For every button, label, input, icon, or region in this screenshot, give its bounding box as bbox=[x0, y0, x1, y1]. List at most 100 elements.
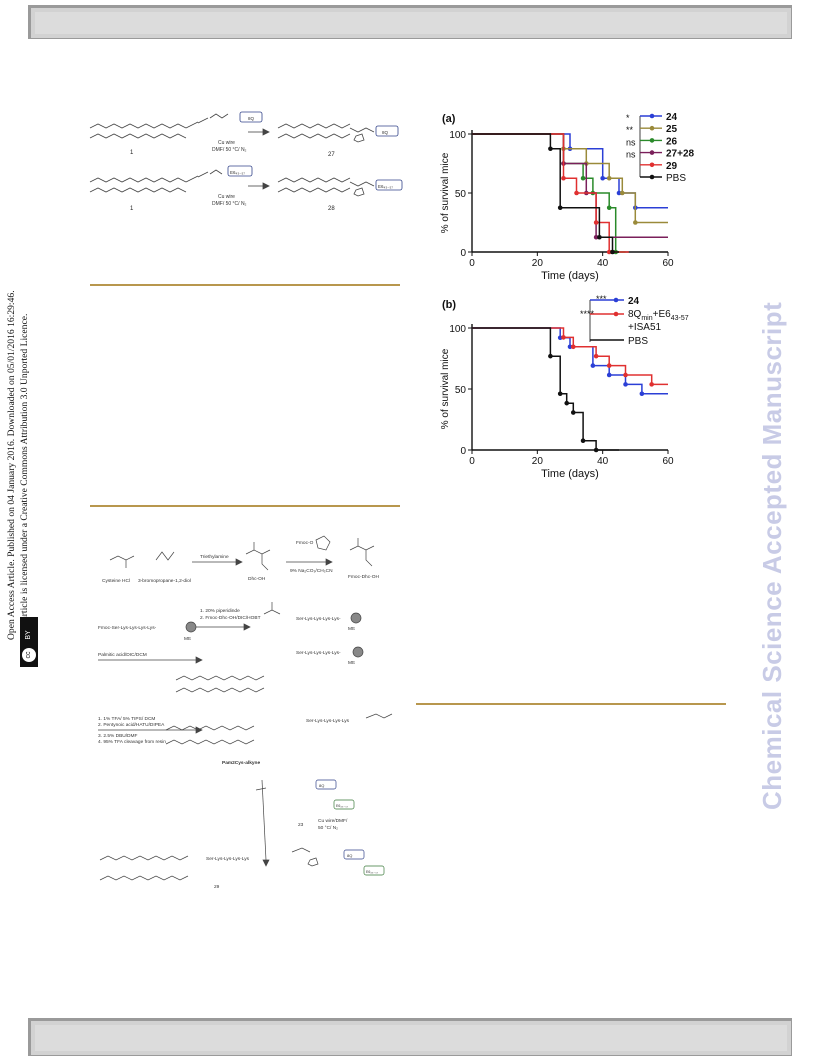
survival-chart-b-svg: (b) 0 50 100 0 20 40 60 Time (days) % of survival… bbox=[440, 294, 689, 480]
cc-icon: cc bbox=[22, 648, 36, 662]
conditions-2: DMF/ 50 °C/ N₂ bbox=[212, 201, 247, 207]
series-point-3 bbox=[593, 234, 599, 240]
tag-e6-product: E6₄₃₋₅₇ bbox=[378, 184, 393, 189]
series-point-5 bbox=[548, 146, 553, 152]
legend-label-5: PBS bbox=[666, 173, 686, 184]
series-point-2 bbox=[580, 438, 586, 444]
series-point-1 bbox=[606, 175, 612, 181]
y-axis-label: % of survival mice bbox=[440, 152, 451, 233]
series-point-0 bbox=[567, 344, 573, 350]
legend-label-e6: +E6 bbox=[653, 309, 672, 320]
legend-marker-5 bbox=[649, 174, 655, 180]
series-point-1 bbox=[649, 382, 654, 387]
series-point-0 bbox=[600, 175, 605, 181]
x-tick-label: 40 bbox=[597, 258, 609, 269]
cc-by-badge[interactable]: BY cc bbox=[20, 617, 38, 667]
series-point-2 bbox=[570, 410, 576, 415]
y-tick-label: 50 bbox=[455, 189, 467, 200]
legend-label-1: 25 bbox=[666, 124, 678, 135]
cysteine-label: Cysteine HCl bbox=[102, 578, 130, 584]
compound-1-label-b: 1 bbox=[130, 206, 134, 212]
survival-chart-a: (a) 0 50 100 0 20 40 60 Time (days) % of survival… bbox=[430, 104, 720, 288]
series-point-0 bbox=[616, 190, 622, 196]
y-tick-label: 100 bbox=[449, 130, 466, 141]
significance-label-1: ** bbox=[626, 125, 634, 135]
mtt-label-1: Mtt bbox=[184, 636, 191, 642]
legend-marker-0 bbox=[613, 297, 619, 303]
y-tick-label: 50 bbox=[455, 385, 467, 396]
x-tick-label: 60 bbox=[662, 456, 674, 467]
step2c-label: 3. 2.5% DBU/DMF bbox=[98, 733, 138, 739]
reagent-cu-wire-1: Cu wire bbox=[218, 140, 235, 146]
section-rule-2 bbox=[90, 505, 400, 507]
series-point-1 bbox=[623, 372, 628, 378]
y-axis-label: % of survival mice bbox=[440, 348, 451, 429]
series-point-2 bbox=[606, 205, 612, 211]
compound-27-label: 27 bbox=[328, 152, 335, 158]
na2co3-conditions: 9% Na₂CO₃/CH₃CN bbox=[290, 568, 333, 574]
triethylamine-label: Triethylamine bbox=[200, 554, 229, 560]
series-point-1 bbox=[561, 335, 566, 340]
fmoc-dhc-oh-label: Fmoc-Dhc-OH bbox=[348, 574, 379, 580]
legend-sub-43-57: 43-57 bbox=[671, 315, 689, 322]
step1b-label: 2. Fmoc-Dhc-OH/DIC/HOBT bbox=[200, 615, 261, 621]
tag-8q-29: 8Q bbox=[347, 853, 352, 858]
license-line-1: Open Access Article. Published on 04 Jan… bbox=[6, 290, 17, 640]
legend-marker-1 bbox=[649, 125, 655, 131]
legend-label-8q: 8Qmin+E643-57 bbox=[628, 309, 689, 322]
series-point-4 bbox=[574, 190, 579, 196]
cc-by-label: BY bbox=[25, 630, 32, 640]
sequence-2b-label: Ser-Lys-Lys-Lys-Lys- bbox=[296, 650, 341, 656]
mtt-label-2: Mtt bbox=[348, 626, 355, 632]
survival-chart-b: (b) 0 50 100 0 20 40 60 Time (days) % of survival… bbox=[430, 290, 720, 486]
reagent-cu-wire-2: Cu wire bbox=[218, 194, 235, 200]
series-point-4 bbox=[561, 175, 566, 181]
series-point-0 bbox=[639, 391, 645, 397]
series-point-1 bbox=[633, 220, 638, 225]
license-line-2[interactable]: This article is licensed under a Creativ… bbox=[18, 313, 30, 640]
series-point-5 bbox=[557, 205, 563, 211]
series-point-1 bbox=[570, 344, 576, 350]
significance-label-1: **** bbox=[580, 309, 595, 319]
legend-marker-1 bbox=[613, 311, 619, 317]
sequence-3-label: Ser-Lys-Lys-Lys-Lys bbox=[306, 718, 350, 724]
tag-8q-23: 8Q bbox=[319, 783, 324, 788]
dhc-oh-label: Dhc-OH bbox=[248, 576, 266, 582]
compound-29-label: 29 bbox=[214, 884, 220, 890]
pam2cys-alkyne-label: Pam2Cys-alkyne bbox=[222, 760, 260, 766]
significance-label-3: ns bbox=[626, 150, 636, 160]
scheme-pam2cys-synthesis: Cysteine HCl 3-bromopropane-1,2-diol Tri… bbox=[98, 535, 393, 890]
x-tick-label: 40 bbox=[597, 456, 609, 467]
tag-e6-29: E6₄₃₋₅₇ bbox=[366, 870, 379, 874]
series-point-0 bbox=[623, 382, 628, 387]
x-axis-label: Time (days) bbox=[541, 468, 599, 480]
cu-wire-dmf-label: Cu wire/DMF/ bbox=[318, 818, 348, 824]
compound-23-label: 23 bbox=[298, 822, 304, 828]
legend-label-4: 29 bbox=[666, 161, 678, 172]
series-point-4 bbox=[606, 249, 612, 255]
section-rule-1 bbox=[90, 284, 400, 286]
series-line-5 bbox=[472, 133, 619, 253]
legend-label-2: 26 bbox=[666, 136, 678, 147]
tag-8q-product: 8Q bbox=[382, 130, 389, 135]
mtt-label-3: Mtt bbox=[348, 660, 355, 666]
legend-label-0: 24 bbox=[666, 112, 678, 123]
series-point-2 bbox=[557, 391, 563, 397]
tag-8q-reagent: 8Q bbox=[248, 116, 255, 121]
compound-28-label: 28 bbox=[328, 206, 335, 212]
compound-1-label-a: 1 bbox=[130, 150, 134, 156]
series-point-5 bbox=[610, 249, 615, 255]
page-footer-band bbox=[28, 1018, 792, 1056]
header-band-inner bbox=[35, 12, 787, 34]
series-line-2 bbox=[472, 327, 619, 451]
panel-label: (a) bbox=[442, 113, 456, 125]
series-point-1 bbox=[593, 353, 599, 359]
series-point-2 bbox=[580, 175, 586, 181]
series-point-4 bbox=[593, 220, 599, 225]
x-axis-label: Time (days) bbox=[541, 270, 599, 282]
series-point-1 bbox=[606, 363, 612, 368]
cu-wire-temp-label: 50 °C/ N₂ bbox=[318, 825, 338, 831]
series-point-1 bbox=[619, 190, 625, 196]
fmoc-osu-label: Fmoc-O bbox=[296, 540, 314, 546]
palmitic-acid-label: Palmitic acid/DIC/DCM bbox=[98, 652, 147, 658]
